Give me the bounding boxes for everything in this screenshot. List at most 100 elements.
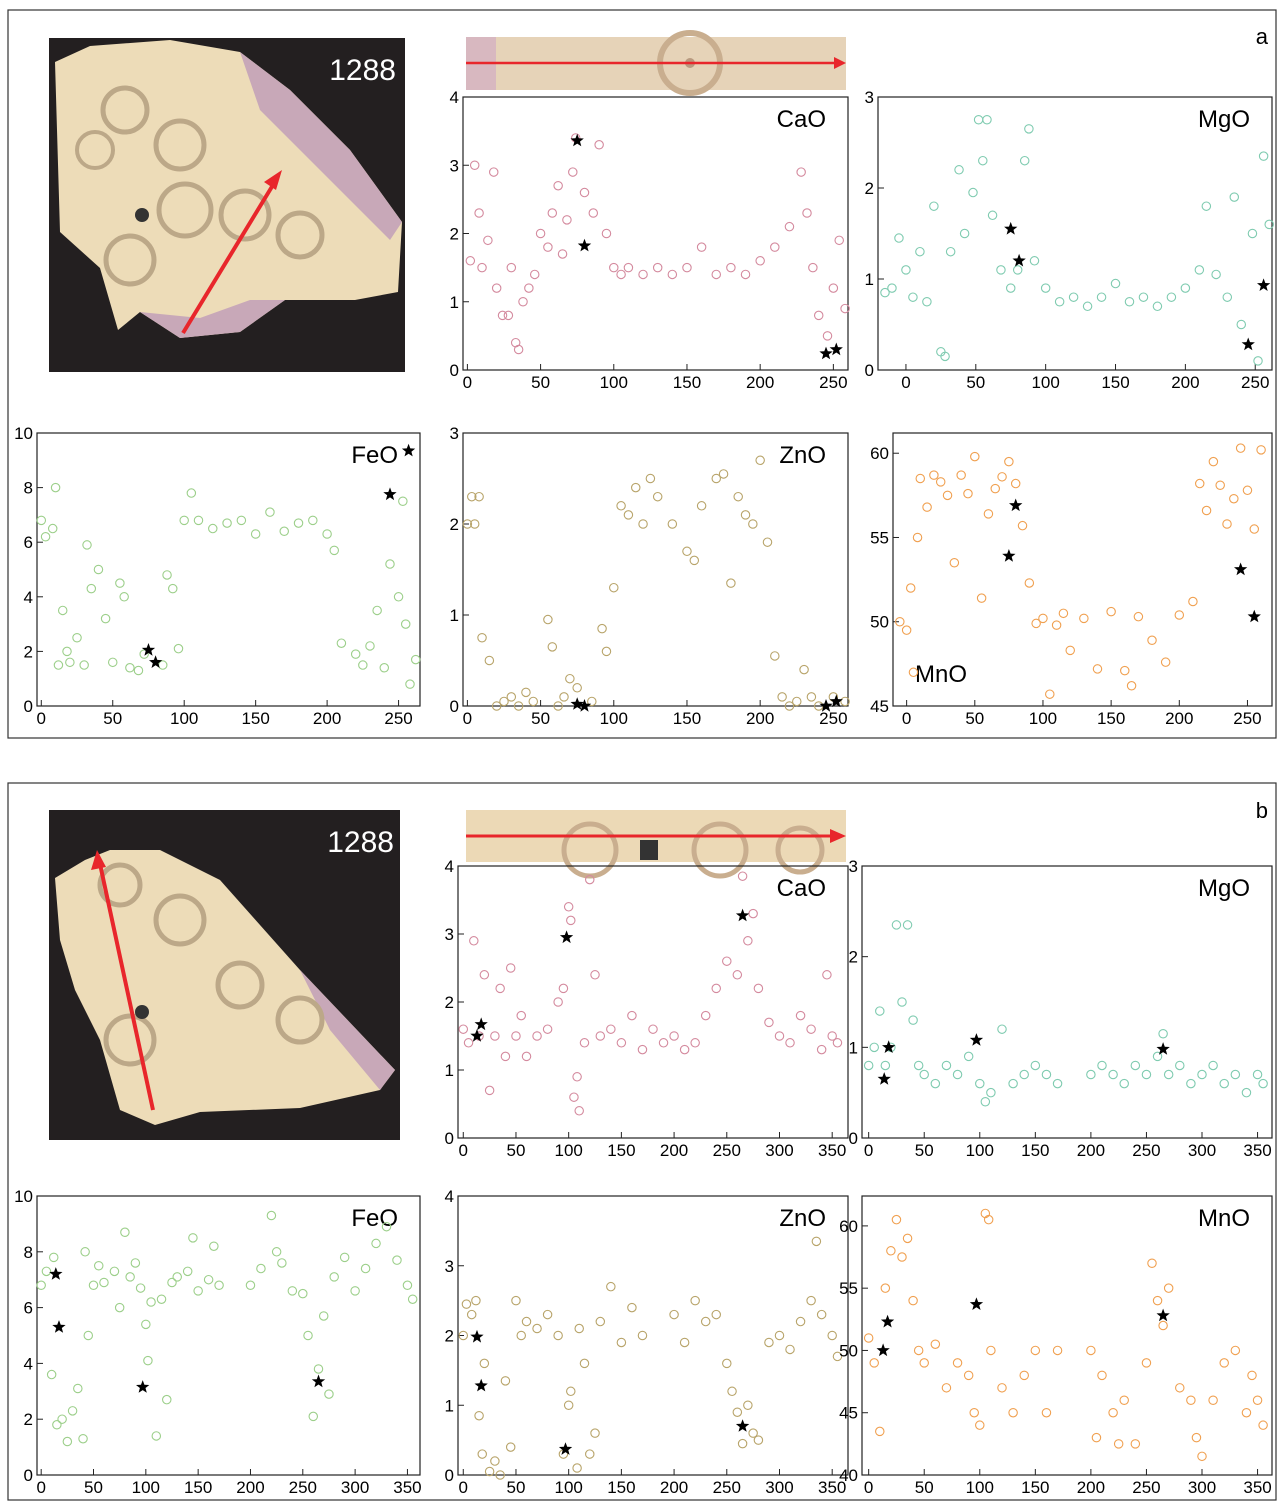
scatter-point <box>469 936 479 946</box>
x-tick-label: 50 <box>915 1141 934 1160</box>
scatter-point <box>954 165 964 175</box>
scatter-point <box>372 605 382 616</box>
scatter-point <box>669 1031 679 1041</box>
y-tick-label: 45 <box>870 697 889 716</box>
scatter-point <box>88 1280 99 1291</box>
scatter-point <box>133 665 144 676</box>
y-tick-label: 2 <box>445 1327 454 1346</box>
x-tick-label: 300 <box>1188 1141 1216 1160</box>
scatter-point <box>930 1078 941 1089</box>
scatter-point <box>1152 1295 1163 1306</box>
star-point <box>969 1033 984 1046</box>
scatter-point <box>919 1358 929 1368</box>
star-point <box>735 1419 750 1432</box>
scatter-point <box>770 651 780 661</box>
star-point <box>1241 337 1255 351</box>
scatter-point <box>912 532 923 543</box>
star-point <box>1004 221 1018 235</box>
chart-title: ZnO <box>779 1205 826 1232</box>
scatter-point <box>572 1072 582 1082</box>
y-tick-label: 60 <box>870 444 889 463</box>
scatter-point <box>827 1330 837 1341</box>
scatter-point <box>811 1236 822 1247</box>
scatter-point <box>79 660 89 670</box>
y-tick-label: 4 <box>445 1187 454 1206</box>
scatter-point <box>245 1280 256 1291</box>
x-tick-label: 150 <box>673 373 701 392</box>
scatter-point <box>385 559 395 569</box>
star-point <box>49 1267 63 1280</box>
sample-photo <box>49 38 405 372</box>
scatter-point <box>595 1316 606 1327</box>
scatter-point <box>1236 319 1247 330</box>
star-point <box>735 908 750 922</box>
chart-title: MgO <box>1198 875 1250 902</box>
panel-label: b <box>1256 798 1268 823</box>
scatter-point <box>1091 1432 1102 1443</box>
star-point <box>1156 1308 1170 1322</box>
plot-frame <box>36 432 421 707</box>
scatter-point <box>987 210 998 221</box>
scatter-point <box>565 673 575 684</box>
scatter-point <box>172 1272 182 1282</box>
scatter-point <box>1166 292 1177 302</box>
scatter-point <box>975 1420 985 1430</box>
x-tick-label: 0 <box>37 709 46 728</box>
scatter-point <box>151 1431 162 1441</box>
y-tick-label: 1 <box>445 1396 454 1415</box>
scatter-point <box>107 657 118 668</box>
x-tick-label: 0 <box>864 1478 873 1497</box>
y-tick-label: 10 <box>14 1187 33 1206</box>
scatter-point <box>1004 456 1014 467</box>
scatter-point <box>690 1295 700 1306</box>
scatter-point <box>82 540 92 550</box>
scatter-point <box>919 1069 929 1080</box>
scatter-point <box>711 983 721 994</box>
x-tick-label: 350 <box>1243 1478 1271 1497</box>
scatter-point <box>623 262 634 273</box>
y-tick-label: 4 <box>445 857 454 876</box>
scatter-point <box>1141 1358 1152 1368</box>
scatter-point <box>329 545 340 556</box>
scatter-point <box>467 491 477 502</box>
scatter-chart: 0 50 100 150 200 250 0 1 2 3 MgO <box>865 88 1274 392</box>
star-point <box>577 238 592 252</box>
scatter-point <box>1147 635 1157 646</box>
x-tick-label: 350 <box>818 1478 846 1497</box>
scatter-point <box>1252 1395 1263 1406</box>
x-tick-label: 150 <box>673 709 701 728</box>
scatter-point <box>1208 456 1219 467</box>
scatter-point <box>886 1246 896 1256</box>
scatter-point <box>72 632 82 643</box>
star-point <box>882 1040 896 1053</box>
star-point <box>141 643 156 656</box>
scatter-point <box>875 1426 885 1437</box>
panel-label: a <box>1256 24 1269 49</box>
scatter-point <box>208 523 218 534</box>
scatter-point <box>806 1295 816 1306</box>
scatter-point <box>740 510 751 520</box>
y-tick-label: 0 <box>450 697 459 716</box>
scatter-point <box>532 1031 542 1041</box>
x-tick-label: 0 <box>459 1141 468 1160</box>
star-point <box>880 1314 895 1328</box>
scatter-point <box>753 1435 764 1445</box>
scatter-point <box>1208 1395 1218 1406</box>
scatter-point <box>265 507 275 517</box>
scatter-point <box>774 1330 785 1341</box>
y-tick-label: 2 <box>24 642 33 661</box>
scatter-point <box>125 663 135 673</box>
scatter-point <box>1211 269 1221 280</box>
scatter-point <box>400 619 411 629</box>
scatter-point <box>669 1309 679 1320</box>
x-tick-label: 50 <box>531 373 550 392</box>
scatter-point <box>940 351 950 362</box>
scatter-point <box>1152 301 1163 312</box>
star-point <box>52 1320 66 1333</box>
scatter-point <box>474 491 484 502</box>
scatter-point <box>832 1351 843 1362</box>
y-tick-label: 0 <box>865 361 874 380</box>
x-tick-label: 50 <box>531 709 550 728</box>
scatter-point <box>125 1272 135 1282</box>
scatter-point <box>336 638 347 648</box>
